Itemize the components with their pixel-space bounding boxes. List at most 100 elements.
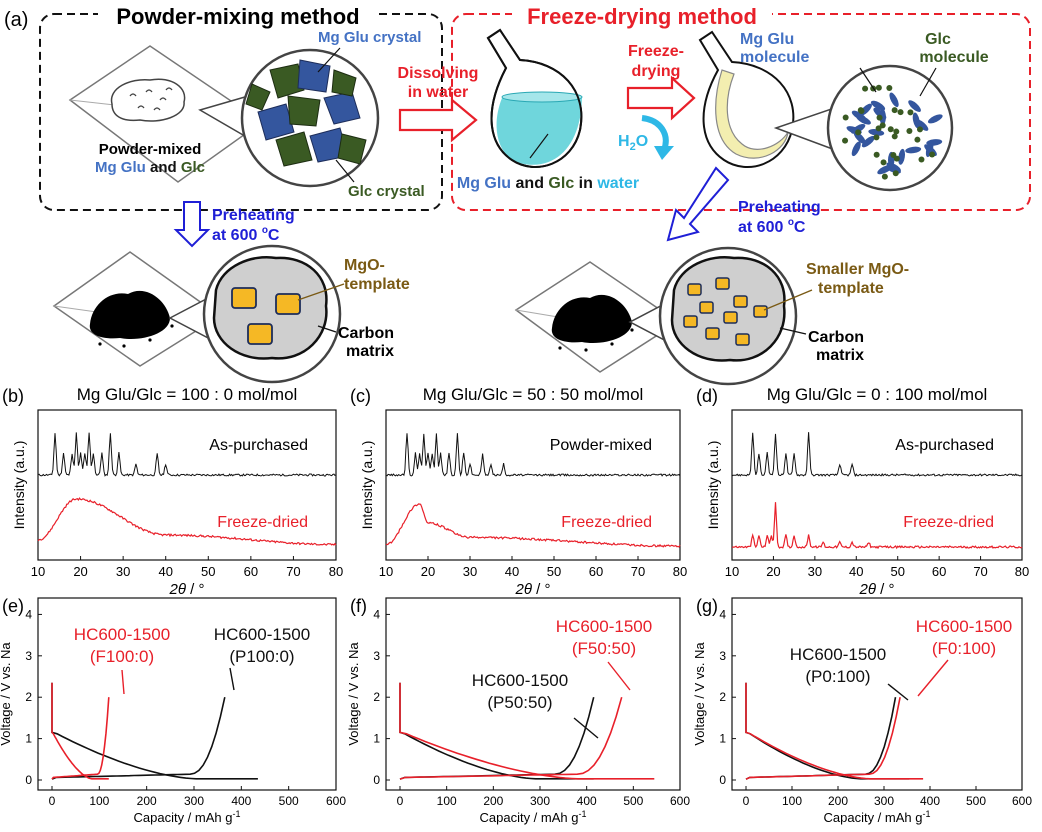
gcd-ytick-label: 1 (719, 732, 726, 746)
gcd-xtick-label: 500 (623, 794, 643, 808)
glc-molecule (873, 151, 880, 158)
gcd-xtick-label: 200 (137, 794, 157, 808)
smaller-mgo-particles (683, 277, 768, 346)
gcd-ytick-label: 0 (373, 773, 380, 787)
carbon-powder-paper-right-icon (514, 261, 680, 373)
carbon-matrix-left (212, 256, 328, 360)
xrd-tick-label: 30 (116, 564, 130, 579)
gcd-xtick-label: 300 (874, 794, 894, 808)
preheating-arrow-left-icon (173, 201, 211, 248)
glc-molecule (897, 109, 904, 116)
gcd-xtick-label: 400 (577, 794, 597, 808)
xrd-tick-label: 80 (673, 564, 687, 579)
crystal-mixture-icon (245, 59, 367, 167)
xrd-tick-label: 70 (973, 564, 987, 579)
gcd-xtick-label: 400 (920, 794, 940, 808)
gcd-red-label-2: (F100:0) (90, 647, 154, 666)
gcd-xtick-label: 600 (326, 794, 346, 808)
freeze-drying-title: Freeze-drying method (527, 4, 757, 29)
powder-mixed-composition: Mg Glu and Glc (95, 159, 205, 176)
mgglu-molecule (851, 123, 866, 134)
gcd-xtick-label: 100 (782, 794, 802, 808)
xrd-frame (731, 409, 1023, 561)
xrd-tick-label: 60 (244, 564, 258, 579)
solution-label: Mg Glu and Glc in water (457, 175, 639, 192)
gcd-ytick-label: 1 (373, 732, 380, 746)
gcd-red-curve-discharge (745, 682, 924, 780)
xrd-panel-1: (c) Mg Glu/Glc = 50 : 50 mol/mol Intensity… (350, 385, 687, 598)
gcd-red-curve-charge (399, 696, 623, 780)
preheating-left-1: Preheating (212, 207, 295, 224)
gcd-black-label-2: (P50:50) (487, 693, 552, 712)
mgglu-molecule (856, 115, 871, 125)
mgo-template-label-1: MgO- (344, 257, 385, 274)
gcd-red-label-1: HC600-1500 (556, 617, 652, 636)
gcd-xtick-label: 500 (966, 794, 986, 808)
gcd-xtick-label: 600 (1012, 794, 1032, 808)
glc-molecule-label-1: Glc (925, 31, 951, 48)
xrd-series-top: Powder-mixed (550, 437, 652, 454)
mgglu-molecule-label-1: Mg Glu (740, 31, 794, 48)
xrd-trace-bottom (37, 497, 337, 546)
xrd-tick-label: 50 (547, 564, 561, 579)
xrd-panel-2: (d) Mg Glu/Glc = 0 : 100 mol/mol Intensity… (696, 385, 1029, 598)
gcd-black-label-1: HC600-1500 (790, 645, 886, 664)
xrd-trace-bottom (385, 503, 681, 548)
mgglu-molecule-label-2: molecule (740, 49, 809, 66)
mgglu-molecule (905, 146, 922, 154)
h2o-label: H2O (618, 133, 648, 153)
dissolving-label-2: in water (408, 84, 468, 101)
gcd-ylabel: Voltage / V vs. Na (346, 642, 361, 746)
glc-molecule (862, 85, 869, 92)
gcd-black-curve-discharge (399, 682, 594, 780)
gcd-ytick-label: 4 (373, 607, 380, 621)
gcd-xtick-label: 100 (89, 794, 109, 808)
carbon-matrix-right-1: Carbon (808, 329, 864, 346)
freeze-label-1: Freeze- (628, 43, 684, 60)
xrd-xlabel: 2θ / ° (515, 581, 551, 598)
xrd-frame (37, 409, 337, 561)
gcd-xtick-label: 500 (279, 794, 299, 808)
gcd-black-curve-discharge (745, 682, 910, 780)
glc-molecule (887, 126, 894, 133)
glc-molecule (893, 128, 900, 135)
glc-molecule (907, 109, 914, 116)
glc-molecule (914, 136, 921, 143)
mgglu-molecule (861, 135, 875, 148)
xrd-ylabel: Intensity (a.u.) (359, 441, 375, 530)
glc-molecule (886, 84, 893, 91)
glc-molecule (875, 84, 882, 91)
gcd-panel-0: (e) Voltage / V vs. Na 0 100 200 300 400 500 600… (0, 596, 346, 825)
glc-molecule (916, 126, 923, 133)
xrd-trace-top (731, 432, 1023, 478)
xrd-trace-bottom (731, 502, 1023, 550)
gcd-ytick-label: 3 (373, 649, 380, 663)
gcd-xlabel: Capacity / mAh g-1 (479, 809, 586, 825)
glc-molecule (873, 134, 880, 141)
xrd-tick-label: 20 (421, 564, 435, 579)
glc-molecule (890, 151, 897, 158)
gcd-panel-label: (e) (2, 596, 24, 616)
gcd-panel-label: (g) (696, 596, 718, 616)
glc-molecule (892, 170, 899, 177)
gcd-xtick-label: 200 (483, 794, 503, 808)
xrd-tick-label: 10 (725, 564, 739, 579)
glc-molecule (918, 156, 925, 163)
glc-molecule (857, 107, 864, 114)
xrd-xlabel: 2θ / ° (859, 581, 895, 598)
gcd-red-curve-discharge (399, 682, 655, 780)
gcd-panel-2: (g) Voltage / V vs. Na 0 100 200 300 400 500 600… (692, 596, 1032, 825)
gcd-ytick-label: 0 (25, 773, 32, 787)
xrd-title: Mg Glu/Glc = 50 : 50 mol/mol (423, 385, 644, 404)
xrd-panel-0: (b) Mg Glu/Glc = 100 : 0 mol/mol Intensity… (2, 385, 343, 598)
xrd-series-bottom: Freeze-dried (903, 514, 994, 531)
gcd-panels: (e) Voltage / V vs. Na 0 100 200 300 400 500 600… (0, 596, 1032, 825)
gcd-xtick-label: 300 (184, 794, 204, 808)
preheating-arrow-right-icon (666, 166, 730, 242)
gcd-frame (731, 597, 1023, 791)
glc-molecule (875, 125, 882, 132)
glc-molecule (855, 129, 862, 136)
gcd-xtick-label: 600 (670, 794, 690, 808)
carbon-matrix-label-1: Carbon (338, 325, 394, 342)
